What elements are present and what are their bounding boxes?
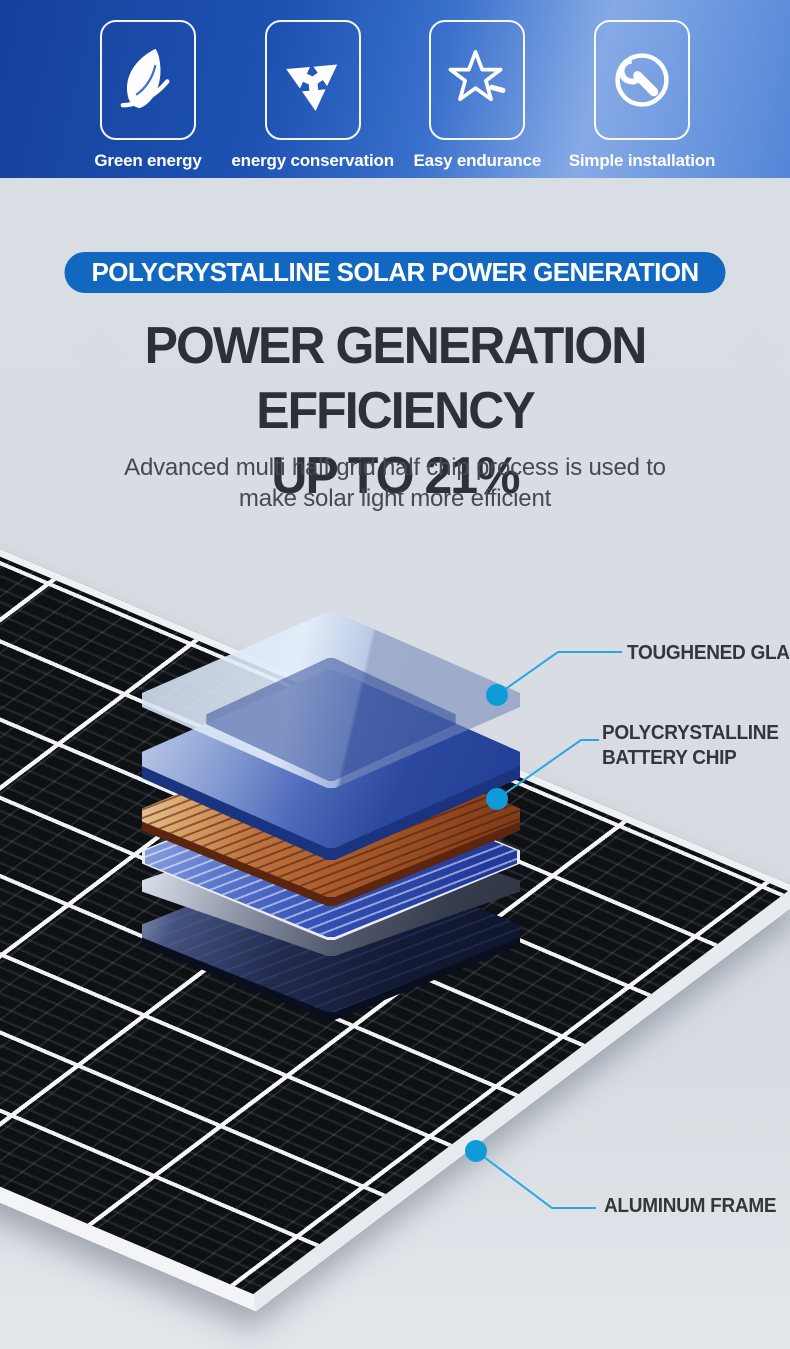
- page-title-line2: UP TO 21%: [271, 447, 520, 505]
- glass-callout-line: [496, 651, 622, 696]
- feature-label: Simple installation: [568, 151, 716, 170]
- leaf-icon: [100, 20, 196, 140]
- feature-label: energy conservation: [231, 151, 394, 170]
- feature-simple-installation: Simple installation: [560, 20, 724, 171]
- wrench-icon: [593, 20, 690, 140]
- page-title-line1: POWER GENERATION EFFICIENCY: [144, 317, 648, 440]
- subtitle-line2: make solar light more efficient: [238, 485, 552, 512]
- section-pill: POLYCRYSTALLINE SOLAR POWER GENERATION: [64, 252, 726, 293]
- feature-green-energy: Green energy: [66, 20, 230, 171]
- star-icon: [429, 20, 526, 140]
- aluminum-frame-label: ALUMINUM FRAME: [604, 1195, 777, 1217]
- page-title: POWER GENERATION EFFICIENCY UP TO 21%: [16, 314, 774, 509]
- feature-row: Green energy energy conservation: [0, 20, 790, 171]
- frame-callout-line: [475, 1150, 596, 1209]
- top-banner: Green energy energy conservation: [0, 0, 790, 178]
- battery-chip-label-line1: POLYCRYSTALLINE: [602, 722, 779, 744]
- subtitle-line1: Advanced multi half grid half chip proce…: [124, 454, 666, 481]
- feature-label: Easy endurance: [413, 151, 542, 170]
- recycle-icon: [264, 20, 361, 140]
- page-subtitle: Advanced multi half grid half chip proce…: [0, 452, 790, 514]
- battery-chip-label-line2: BATTERY CHIP: [602, 747, 737, 769]
- feature-easy-endurance: Easy endurance: [395, 20, 559, 171]
- feature-label: Green energy: [94, 151, 202, 170]
- battery-chip-label: POLYCRYSTALLINE BATTERY CHIP: [602, 721, 779, 771]
- feature-energy-conservation: energy conservation: [231, 20, 395, 171]
- toughened-glass-label: TOUGHENED GLASS: [627, 642, 790, 664]
